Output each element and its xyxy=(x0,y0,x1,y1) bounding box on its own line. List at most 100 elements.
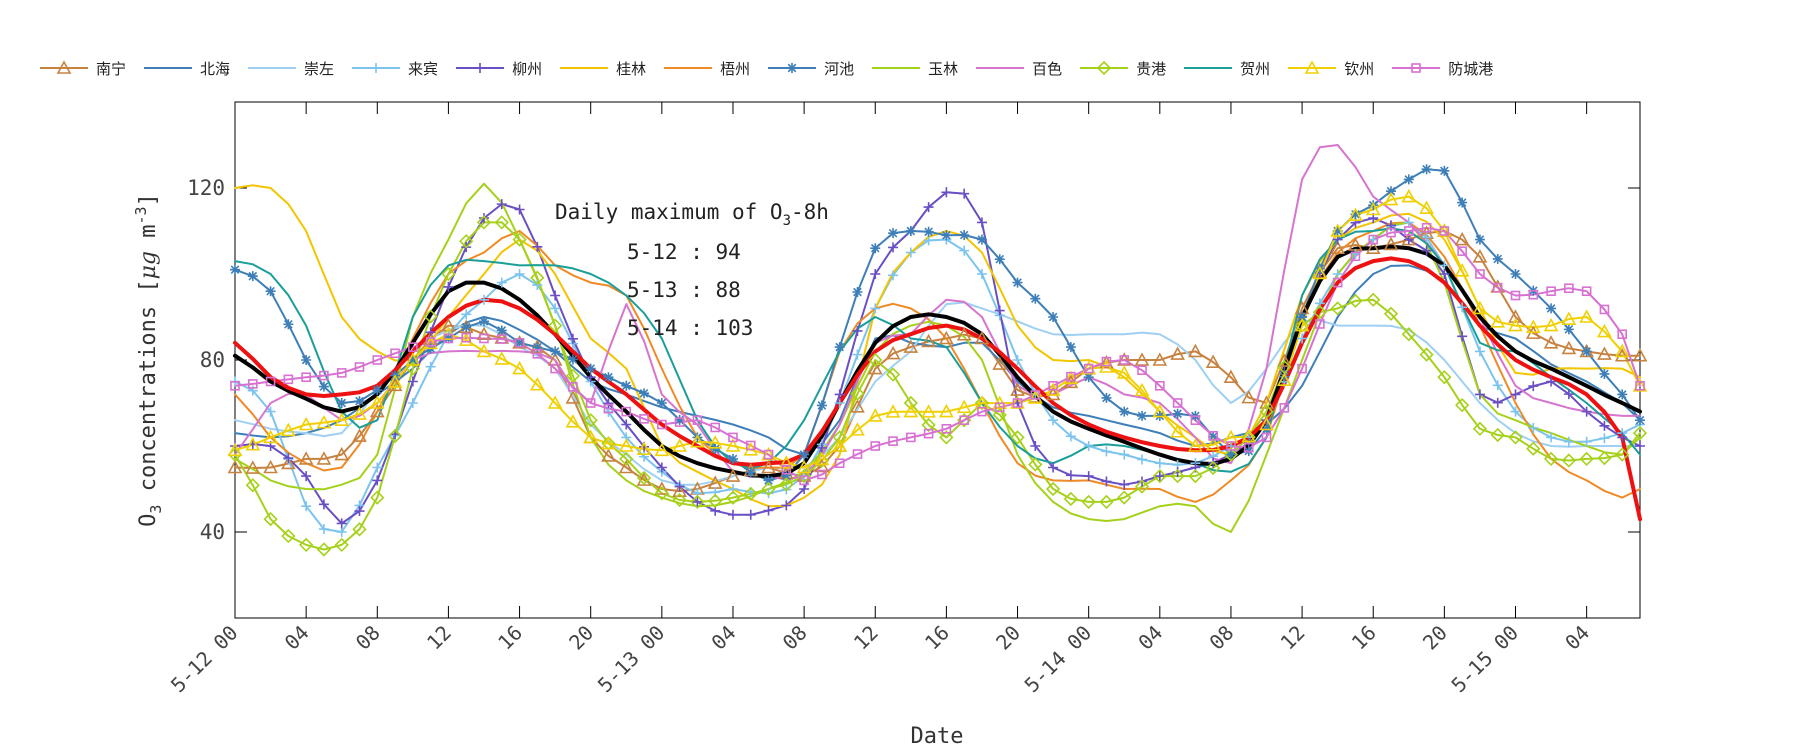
data-point xyxy=(834,458,845,469)
legend-label: 桂林 xyxy=(616,59,647,78)
data-point xyxy=(1599,304,1610,315)
data-point xyxy=(245,478,260,493)
data-point xyxy=(532,349,543,359)
data-point xyxy=(407,398,418,408)
data-point xyxy=(1474,389,1485,400)
data-point xyxy=(745,440,756,451)
data-point xyxy=(281,422,296,437)
data-point xyxy=(1383,191,1399,206)
data-point xyxy=(690,434,705,448)
legend-item: 钦州 xyxy=(1286,58,1374,79)
data-point xyxy=(1528,289,1539,300)
data-point xyxy=(478,294,489,305)
data-point xyxy=(1457,246,1467,256)
data-point xyxy=(1117,490,1132,505)
data-point xyxy=(1276,372,1292,386)
data-point xyxy=(316,451,332,465)
data-point xyxy=(888,242,899,253)
data-point xyxy=(636,472,652,486)
data-point xyxy=(354,506,365,517)
legend-item: 防城港 xyxy=(1390,58,1493,79)
data-point xyxy=(1421,245,1432,256)
data-point xyxy=(850,422,865,436)
data-point xyxy=(1154,471,1165,482)
data-point xyxy=(459,234,474,249)
legend-item: 北海 xyxy=(142,58,230,79)
data-point xyxy=(1172,398,1183,408)
data-point xyxy=(707,435,723,449)
legend-label: 贺州 xyxy=(1240,59,1271,78)
data-point xyxy=(1597,323,1612,338)
data-point xyxy=(885,367,901,382)
data-point xyxy=(1579,309,1594,323)
data-point xyxy=(1243,442,1254,453)
data-point xyxy=(1205,436,1221,451)
data-point xyxy=(1472,249,1488,263)
data-point xyxy=(425,361,436,372)
data-point xyxy=(478,213,489,224)
data-point xyxy=(408,342,418,352)
data-point xyxy=(512,232,527,247)
data-point xyxy=(1472,421,1488,436)
data-point xyxy=(318,499,329,510)
y-tick-label: 40 xyxy=(200,520,225,544)
data-point xyxy=(1155,380,1165,391)
data-point xyxy=(299,537,314,553)
data-point xyxy=(1205,354,1221,368)
data-point xyxy=(1348,293,1363,309)
data-point xyxy=(1365,201,1381,216)
data-point xyxy=(868,352,883,368)
data-point xyxy=(1332,269,1343,279)
data-point xyxy=(761,459,776,474)
data-point xyxy=(390,348,400,359)
data-point xyxy=(619,451,634,467)
legend-item: 百色 xyxy=(974,58,1062,79)
data-point xyxy=(834,398,845,408)
data-point xyxy=(672,492,687,508)
data-point xyxy=(1439,260,1450,271)
data-point xyxy=(585,372,596,383)
data-point xyxy=(1614,348,1630,362)
data-point xyxy=(905,226,916,236)
data-point xyxy=(850,386,865,401)
data-point xyxy=(1386,227,1396,238)
x-tick-label: 5-15 00 xyxy=(1446,621,1523,698)
data-point xyxy=(903,403,919,418)
data-point xyxy=(692,496,703,507)
data-point xyxy=(1188,438,1203,452)
data-point xyxy=(479,333,489,344)
data-point xyxy=(247,271,258,282)
data-point xyxy=(387,377,403,392)
data-point xyxy=(974,330,990,345)
data-point xyxy=(1421,164,1432,175)
legend-label: 梧州 xyxy=(720,59,751,78)
data-point xyxy=(496,277,507,288)
data-point xyxy=(870,303,881,314)
data-point xyxy=(636,441,652,456)
data-point xyxy=(1581,346,1592,357)
legend-marker xyxy=(475,63,486,73)
data-point xyxy=(621,419,632,430)
data-point xyxy=(263,459,278,474)
legend-swatch xyxy=(248,67,297,69)
data-point xyxy=(1330,301,1345,316)
data-point xyxy=(1101,392,1112,403)
data-point xyxy=(1048,462,1059,473)
y-axis-label: O3 concentrations [μg m-3] xyxy=(132,193,165,527)
data-point xyxy=(832,430,847,445)
data-point xyxy=(977,406,987,417)
data-point xyxy=(725,468,741,482)
data-point xyxy=(1457,331,1468,342)
data-point xyxy=(852,287,863,298)
data-point xyxy=(476,343,492,358)
data-point xyxy=(1366,292,1381,307)
data-point xyxy=(834,342,845,353)
data-point xyxy=(994,305,1005,316)
legend-label: 玉林 xyxy=(928,59,959,78)
data-point xyxy=(1561,311,1577,325)
data-point xyxy=(1403,226,1414,236)
data-point xyxy=(1223,447,1239,462)
legend: 南宁 北海 崇左 来宾 柳州 桂林 梧州 河池 玉林 百色 贵港 贺州 钦州 防城港 xyxy=(38,48,1493,88)
data-point xyxy=(1632,348,1648,362)
data-point xyxy=(618,459,634,474)
